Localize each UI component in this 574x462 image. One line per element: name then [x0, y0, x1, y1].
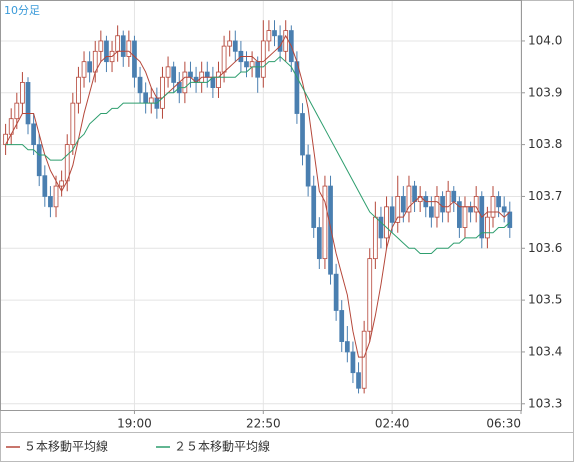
candle-body: [87, 61, 92, 73]
candle-body: [232, 40, 238, 52]
candle-body: [400, 196, 406, 213]
ma-line: [5, 34, 511, 358]
candle-body: [429, 206, 434, 218]
candle-body: [137, 76, 143, 94]
candle-body: [412, 185, 417, 203]
candle-body: [294, 61, 300, 114]
candle-body: [378, 216, 384, 239]
candle-body: [462, 206, 468, 228]
candle-body: [31, 123, 36, 146]
candle-body: [322, 185, 328, 260]
candle-body: [339, 310, 345, 342]
candle-body: [81, 61, 87, 78]
candle-body: [344, 341, 350, 353]
candle-body: [104, 40, 109, 63]
candle-body: [367, 258, 373, 332]
y-tick-label: 104.0: [528, 33, 562, 47]
candle-body: [126, 40, 132, 57]
candle-body: [440, 196, 445, 213]
x-tick-label: 22:50: [246, 417, 281, 431]
candle-body: [182, 71, 188, 94]
candle-body: [171, 66, 177, 83]
plot: [3, 20, 513, 394]
candle-body: [496, 196, 501, 208]
candle-body: [507, 211, 513, 228]
candle-body: [406, 185, 412, 213]
candle-body: [283, 30, 289, 52]
candle-body: [473, 196, 479, 213]
candle-body: [25, 82, 31, 125]
y-tick-label: 103.9: [528, 85, 562, 99]
candle-body: [266, 30, 272, 42]
candle-body: [361, 330, 367, 389]
candle-body: [42, 175, 48, 197]
candle-body: [227, 40, 233, 47]
y-tick-label: 103.6: [528, 241, 562, 255]
candle-body: [451, 190, 457, 203]
candle-body: [249, 61, 255, 68]
candle-body: [434, 196, 440, 218]
legend-label: ２５本移動平均線: [174, 439, 270, 454]
candle-body: [221, 45, 227, 73]
y-tick-label: 103.8: [528, 137, 562, 151]
candle-body: [204, 71, 210, 78]
candle-body: [36, 144, 42, 177]
candle-body: [328, 185, 333, 275]
candle-body: [300, 113, 305, 156]
candle-body: [160, 76, 165, 109]
y-tick-label: 103.4: [528, 344, 562, 358]
candle-body: [64, 144, 70, 182]
legend-label: ５本移動平均線: [24, 439, 108, 454]
candle-body: [468, 206, 473, 213]
candle-body: [255, 61, 261, 78]
x-tick-label: 06:30: [486, 417, 521, 431]
candle-body: [384, 206, 389, 239]
candle-body: [389, 206, 395, 223]
x-tick-label: 19:00: [117, 417, 152, 431]
plot-border: [0, 0, 522, 411]
candle-body: [260, 40, 266, 78]
candle-body: [490, 196, 496, 218]
candle-body: [120, 35, 126, 57]
candle-body: [98, 40, 104, 52]
candle-body: [501, 206, 507, 213]
candle-body: [372, 216, 378, 260]
candle-body: [244, 61, 249, 68]
candle-body: [59, 180, 64, 187]
candle-body: [53, 185, 59, 208]
candle-body: [70, 102, 76, 146]
candle-body: [76, 76, 81, 104]
y-tick-label: 103.3: [528, 396, 562, 410]
candle-body: [216, 71, 221, 88]
candle-body: [395, 196, 401, 223]
candle-body: [143, 92, 149, 104]
candle-body: [148, 97, 154, 104]
candle-body: [311, 185, 317, 228]
y-tick-label: 103.5: [528, 293, 562, 307]
candle-body: [132, 40, 137, 78]
candle-body: [457, 201, 462, 228]
candle-body: [333, 273, 339, 311]
legend: ５本移動平均線 ２５本移動平均線: [6, 439, 270, 454]
ma-line: [5, 55, 511, 254]
candle-body: [445, 190, 451, 213]
candle-body: [350, 351, 356, 374]
x-tick-label: 02:40: [375, 417, 410, 431]
chart-title: 10分足: [4, 4, 40, 17]
candle-body: [356, 372, 361, 389]
candle-body: [20, 82, 25, 104]
candle-body: [115, 35, 121, 52]
candle-body: [48, 196, 53, 208]
candle-body: [188, 71, 193, 78]
candle-body: [305, 154, 311, 187]
y-tick-label: 103.7: [528, 189, 562, 203]
candle-body: [14, 102, 20, 120]
candle-body: [485, 216, 490, 239]
candle-body: [272, 30, 277, 37]
candle-body: [165, 66, 171, 78]
candle-body: [316, 227, 322, 260]
